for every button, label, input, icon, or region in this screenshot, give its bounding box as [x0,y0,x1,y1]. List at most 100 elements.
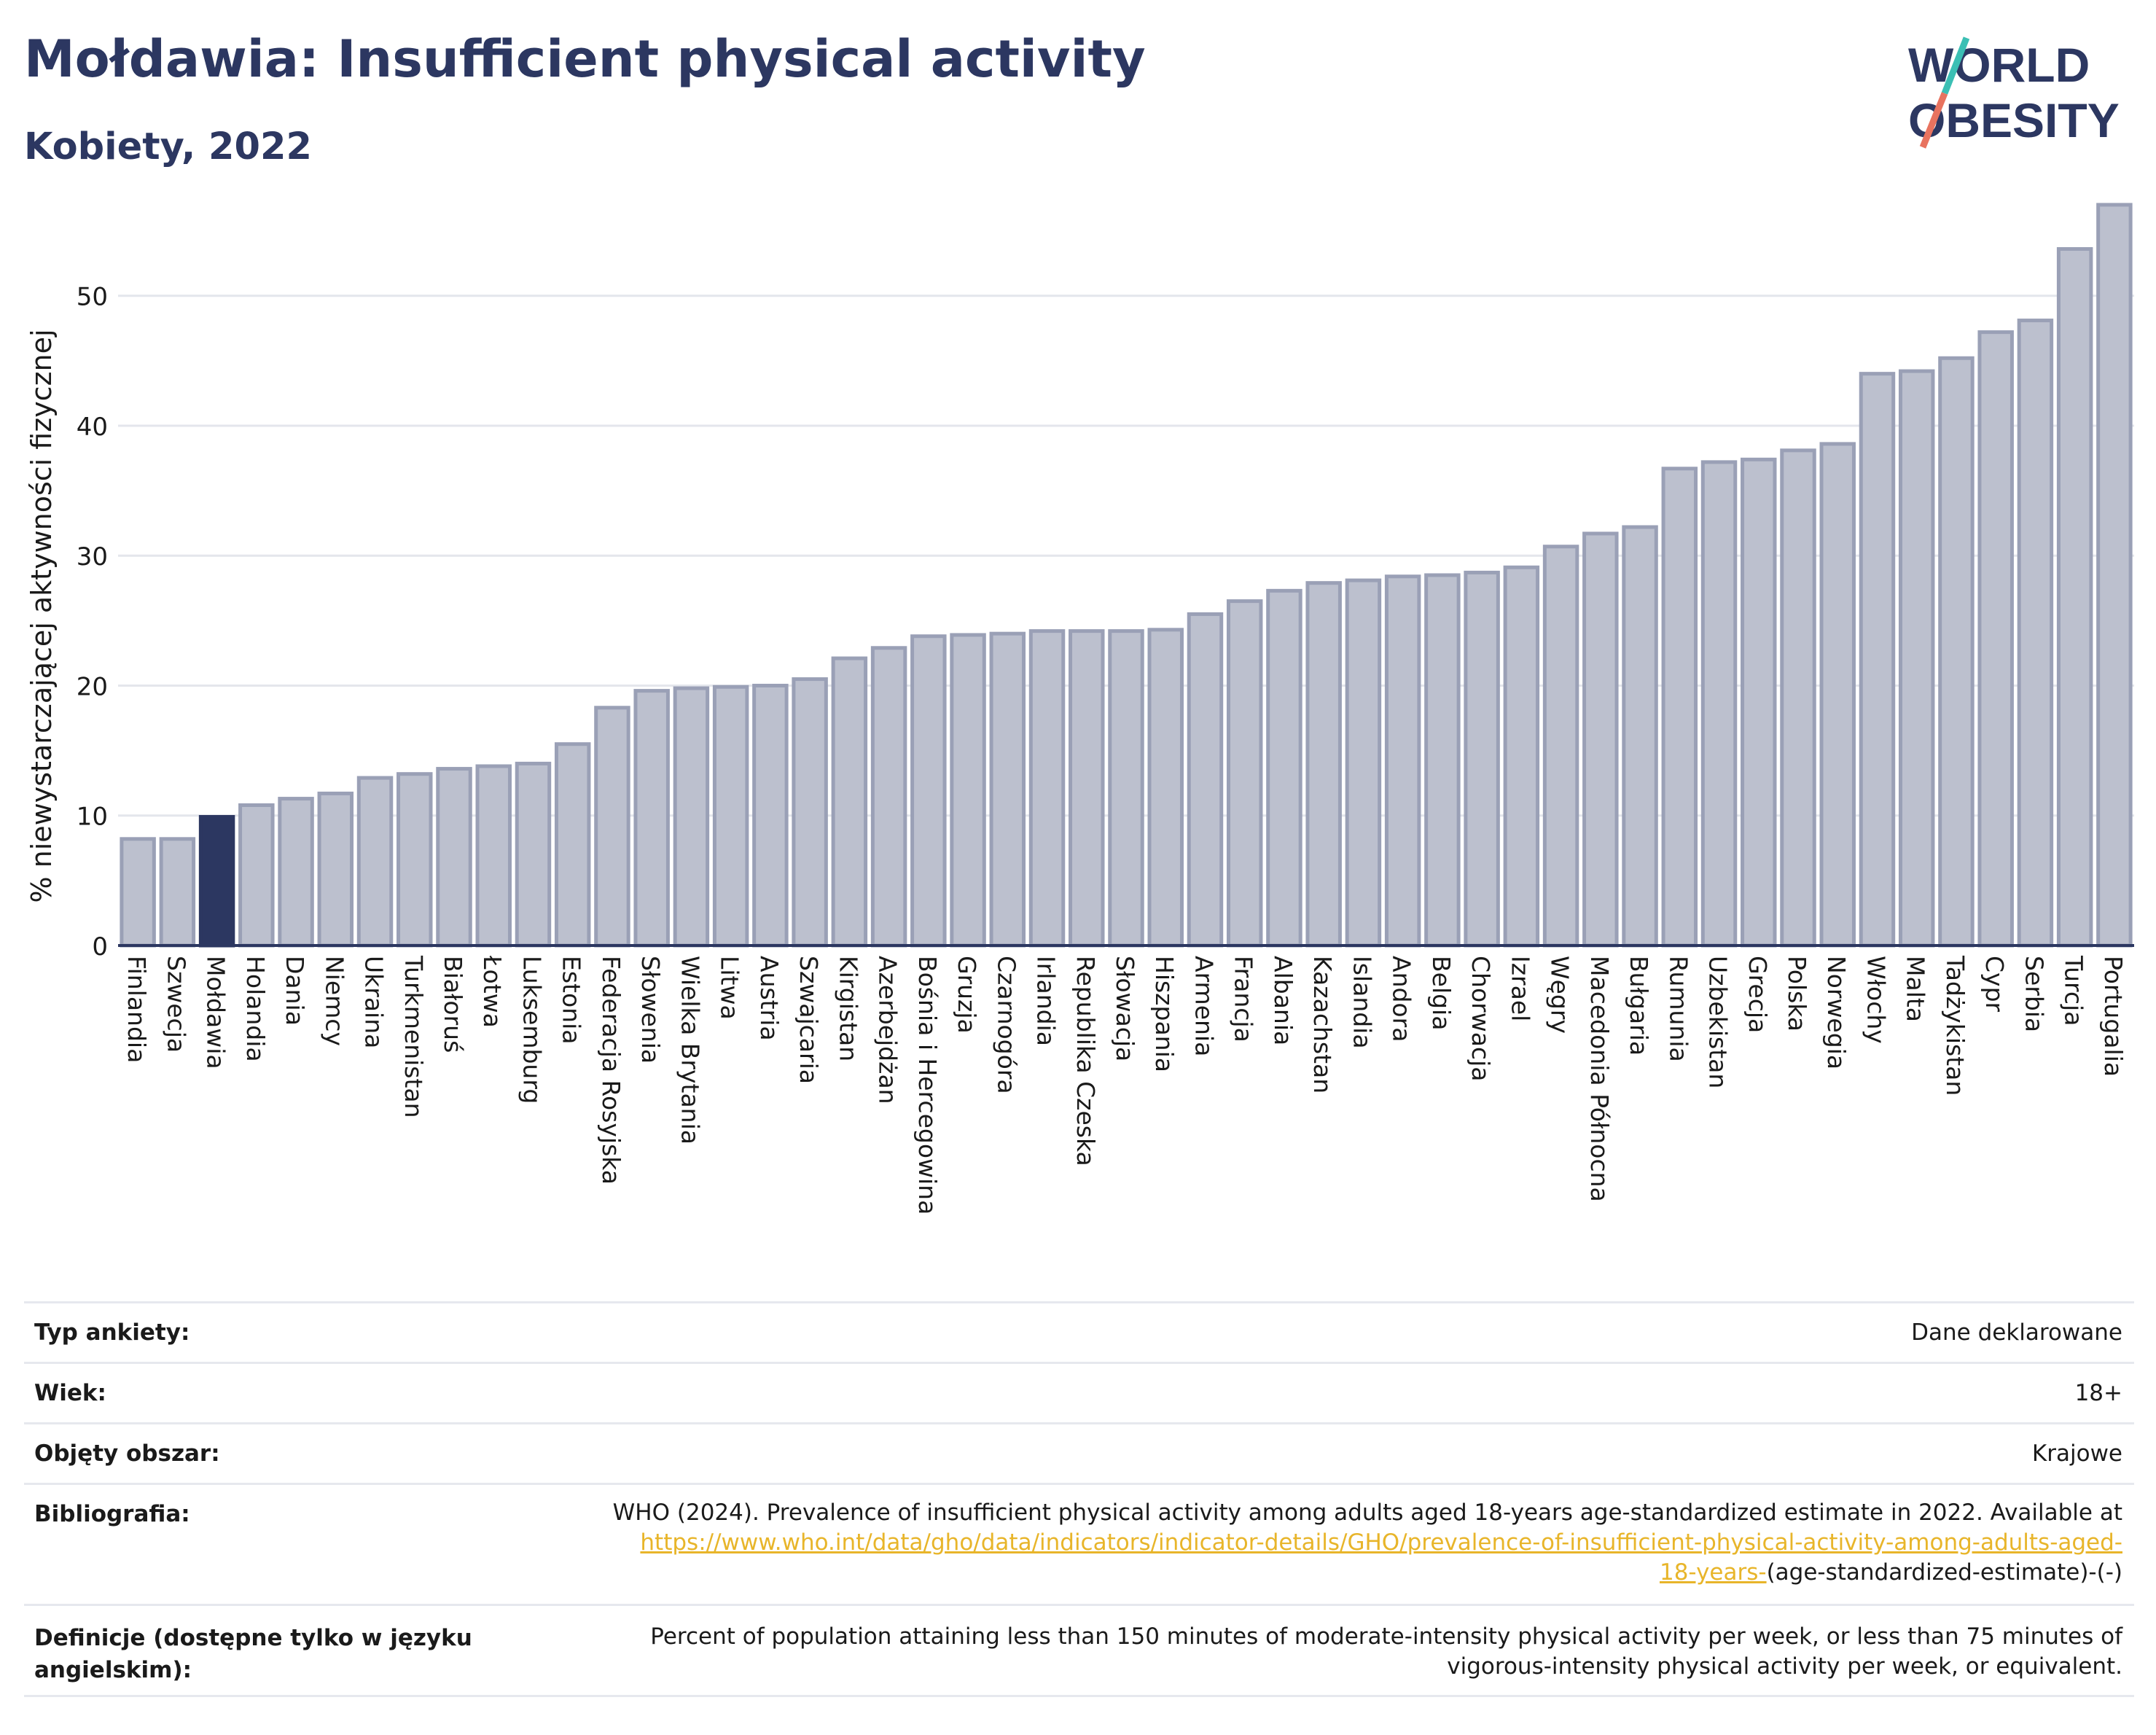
x-tick-label: Francja [1230,956,1258,1042]
info-table: Typ ankiety: Dane deklarowane Wiek: 18+ … [24,1301,2134,1697]
x-tick-label: Serbia [2020,956,2048,1032]
x-tick-label: Szwecja [162,956,190,1053]
bar [792,677,828,948]
area-label: Objęty obszar: [34,1440,220,1467]
logo-slash-coral [1919,92,1948,149]
x-tick-label: Mołdawia [202,956,230,1069]
y-tick-label: 0 [92,932,108,962]
bar [712,685,749,948]
bar [1977,330,2014,948]
bar [1384,574,1421,948]
y-tick-label: 40 [77,413,108,442]
x-tick-label: Uzbekistan [1704,956,1733,1088]
bar [1938,356,1975,948]
age-value: 18+ [2074,1379,2122,1406]
bar [554,742,591,948]
bar [1305,581,1342,948]
bar [2096,203,2133,948]
x-tick-label: Albania [1269,956,1297,1045]
bar [1700,460,1738,948]
x-tick-label: Holandia [241,956,270,1062]
bibliography-label: Bibliografia: [34,1501,190,1527]
bar [1226,599,1263,948]
bar [2056,247,2093,948]
bar [1622,525,1658,948]
survey-type-label: Typ ankiety: [34,1319,190,1346]
y-tick-label: 30 [77,542,108,572]
bibliography-value: WHO (2024). Prevalence of insufficient p… [613,1498,2134,1588]
bar [673,686,710,948]
x-tick-label: Słowacja [1111,956,1139,1061]
bar [1859,372,1896,948]
bar [989,631,1026,948]
x-tick-label: Kazachstan [1308,956,1337,1093]
x-tick-label: Słowenia [636,956,665,1064]
x-tick-label: Cypr [1980,956,2009,1013]
bar [1069,629,1105,948]
x-tick-label: Azerbejdżan [874,956,902,1104]
bar [1542,545,1579,948]
bar [1741,457,1777,948]
x-tick-label: Portugalia [2099,956,2128,1077]
x-tick-label: Szwajcaria [794,956,823,1084]
x-tick-label: Gruzja [953,956,981,1034]
bar [1187,612,1224,948]
x-tick-label: Macedonia Północna [1585,956,1614,1202]
logo-line-1: WORLD [1908,38,2090,92]
bar [1819,442,1856,948]
bar [1147,628,1184,948]
x-tick-label: Luksemburg [517,956,546,1104]
age-label: Wiek: [34,1380,106,1406]
bar [317,791,354,948]
bar [910,634,947,948]
bar [238,803,275,948]
definitions-text-2: vigorous-intensity physical activity per… [1447,1653,2122,1680]
bibliography-text: WHO (2024). Prevalence of insufficient p… [612,1500,2122,1526]
x-tick-label: Tadżykistan [1941,955,1969,1096]
x-tick-label: Litwa [716,956,744,1020]
bibliography-link[interactable]: https://www.who.int/data/gho/data/indica… [640,1529,2122,1556]
bar [2017,319,2054,948]
bar [397,772,433,948]
definitions-label: Definicje (dostępne tylko w języku angie… [34,1625,472,1683]
bar [1028,629,1066,948]
x-tick-label: Armenia [1190,956,1218,1056]
x-tick-label: Federacja Rosyjska [597,956,625,1185]
bar [1266,588,1302,948]
x-tick-label: Republika Czeska [1071,956,1100,1166]
info-row-definitions: Definicje (dostępne tylko w języku angie… [24,1604,2134,1697]
x-tick-label: Czarnogóra [992,956,1020,1094]
chart-title: Mołdawia: Insufficient physical activity [24,29,1146,89]
bar [633,689,670,948]
chart-subtitle: Kobiety, 2022 [24,125,312,168]
bar-highlight [198,815,235,948]
info-row-survey: Typ ankiety: Dane deklarowane [24,1301,2134,1362]
x-tick-label: Bośnia i Hercegowina [913,956,942,1214]
bar [594,706,630,948]
bar [1898,369,1935,948]
bar [870,646,907,948]
x-tick-label: Islandia [1348,956,1376,1049]
logo-slash-teal [1941,36,1970,95]
x-tick-label: Finlandia [122,956,151,1063]
y-tick-labels: 0 10 20 30 40 50 [77,283,108,962]
info-row-bibliography: Bibliografia: WHO (2024). Prevalence of … [24,1483,2134,1604]
x-tick-label: Bułgaria [1625,956,1653,1056]
x-tick-label: Hiszpania [1150,956,1179,1072]
bar [475,764,512,948]
bar [1503,565,1540,948]
bibliography-link-continued[interactable]: 18-years- [1659,1559,1767,1586]
bars [120,203,2133,948]
x-tick-label: Wielka Brytania [676,956,704,1145]
area-value: Krajowe [2031,1440,2122,1467]
bar [1780,448,1816,948]
x-tick-label: Dania [281,956,309,1026]
y-tick-label: 50 [77,283,108,312]
bar [950,633,986,948]
x-tick-labels: Finlandia Szwecja Mołdawia Holandia Dania Nie… [122,955,2128,1214]
bar [831,656,868,948]
bar [752,683,789,948]
survey-type-value: Dane deklarowane [1911,1319,2122,1346]
x-tick-label: Izrael [1506,956,1534,1021]
bar [1108,629,1144,948]
